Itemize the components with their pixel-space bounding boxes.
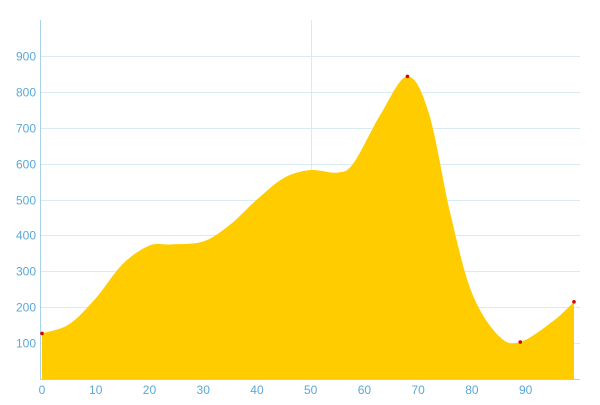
y-tick-label: 900 [16, 50, 36, 64]
y-tick-label: 600 [16, 158, 36, 172]
data-point-marker [40, 331, 44, 336]
y-tick-label: 400 [16, 229, 36, 243]
x-tick-label: 70 [411, 383, 425, 397]
x-tick-label: 60 [358, 383, 372, 397]
x-tick-label: 30 [197, 383, 211, 397]
data-point-marker [405, 74, 410, 79]
x-tick-label: 20 [143, 383, 157, 397]
y-tick-label: 200 [16, 301, 36, 315]
x-tick-label: 80 [465, 383, 479, 397]
x-tick-label: 90 [519, 383, 533, 397]
x-tick-label: 50 [304, 383, 318, 397]
marker-layer [40, 74, 576, 344]
y-tick-label: 700 [16, 122, 36, 136]
y-tick-label: 300 [16, 265, 36, 279]
data-point-marker [572, 300, 576, 304]
x-tick-label: 40 [250, 383, 264, 397]
x-tick-label: 0 [39, 383, 46, 397]
axis-layer: 100 200 300 400 500 600 700 800 900 0 10 20 30 40 50 60… [16, 20, 580, 397]
y-tick-label: 500 [16, 194, 36, 208]
area-layer [42, 76, 574, 379]
data-point-marker [518, 340, 523, 344]
y-tick-label: 100 [16, 337, 36, 351]
x-tick-label: 10 [89, 383, 103, 397]
area-series [42, 76, 574, 379]
y-tick-label: 800 [16, 86, 36, 100]
